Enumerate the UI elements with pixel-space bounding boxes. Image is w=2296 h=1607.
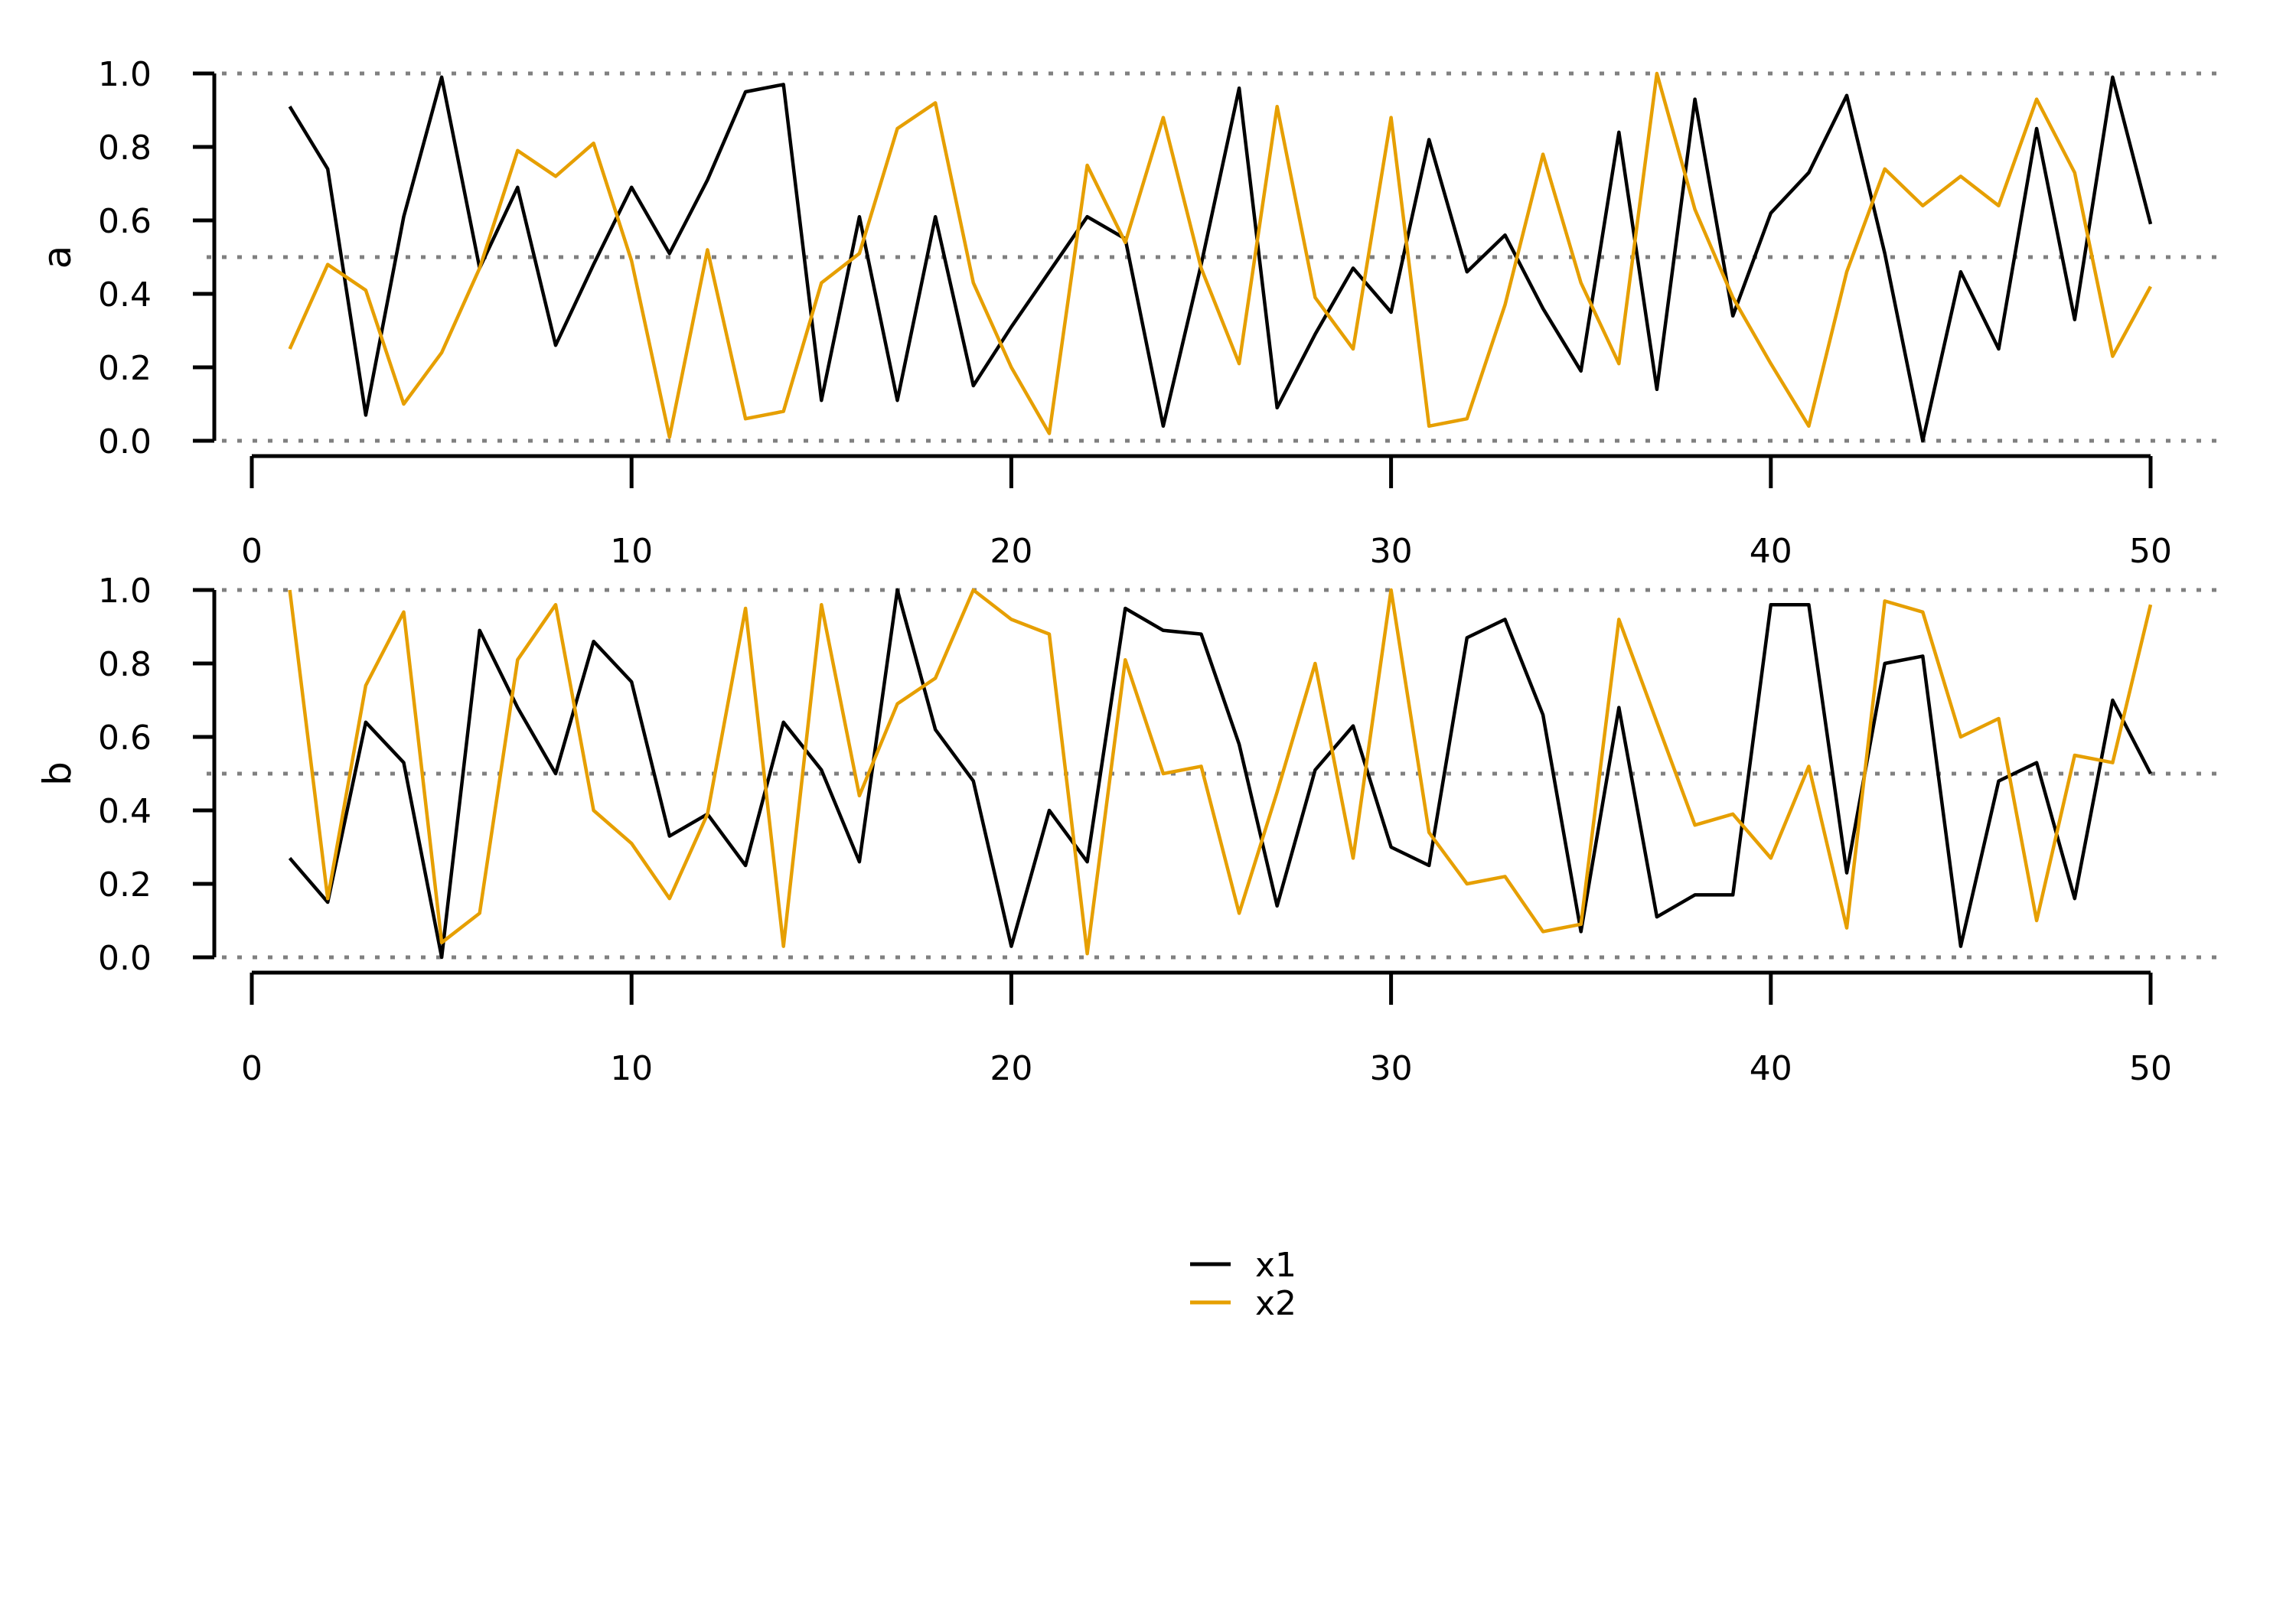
y-tick-label: 0.2 [98,865,152,905]
series-line-x1 [288,75,2153,443]
x-tick-label: 40 [1750,1049,1792,1088]
y-tick-label: 0.0 [98,422,152,461]
panel-a: 0.0 0.2 0.4 0.6 0.8 1.0 a 0 10 20 30 40 50 [35,55,2227,571]
legend-label-x1: x1 [1255,1246,1296,1285]
x-tick-label: 10 [610,1049,653,1088]
y-tick-label: 1.0 [98,55,152,94]
series-line-x1 [288,588,2152,960]
y-tick-label: 0.8 [98,645,152,684]
y-tick-label: 0.6 [98,719,152,758]
x-tick-label: 30 [1370,532,1413,571]
y-tick-label: 0.2 [98,349,152,388]
y-tick-label: 0.4 [98,275,152,315]
y-tick-label: 1.0 [98,572,152,611]
series-line-x2 [288,588,2153,956]
x-tick-label: 50 [2129,532,2172,571]
y-tick-label: 0.6 [98,202,152,241]
y-tick-label: 0.4 [98,792,152,831]
y-axis-title: b [35,761,80,786]
x-tick-label: 0 [241,532,263,571]
y-tick-label: 0.0 [98,939,152,978]
legend: x1 x2 [1190,1246,1296,1323]
legend-label-x2: x2 [1255,1284,1296,1323]
x-tick-label: 40 [1750,532,1792,571]
x-tick-label: 10 [610,532,653,571]
x-tick-label: 20 [990,1049,1032,1088]
y-tick-label: 0.8 [98,129,152,168]
x-tick-label: 30 [1370,1049,1413,1088]
x-tick-label: 50 [2129,1049,2172,1088]
x-tick-label: 0 [241,1049,263,1088]
series-line-x2 [288,71,2152,439]
x-tick-label: 20 [990,532,1032,571]
panel-b: 0.0 0.2 0.4 0.6 0.8 1.0 b 0 10 20 30 40 50 [35,572,2227,1088]
y-axis-title: a [35,246,80,269]
